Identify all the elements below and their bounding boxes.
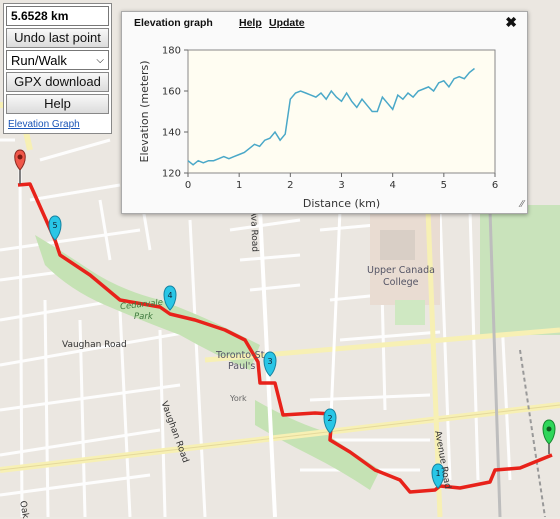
map-label-upper-canada: Upper Canada [367, 265, 435, 276]
marker-5[interactable]: 5 [48, 215, 62, 241]
y-tick-label-3: 180 [162, 46, 181, 57]
undo-last-point-button[interactable]: Undo last point [6, 28, 109, 48]
elevation-window-titlebar[interactable]: Elevation graph Help Update ✖ [122, 12, 527, 32]
x-tick-label-3: 3 [338, 180, 344, 191]
mode-select[interactable]: Run/Walk ⌵ [6, 50, 109, 70]
map-label-york: York [230, 394, 247, 403]
marker-1[interactable]: 1 [431, 463, 445, 489]
marker-2[interactable]: 2 [323, 408, 337, 434]
distance-readout: 5.6528 km [6, 6, 109, 26]
y-tick-label-0: 120 [162, 169, 181, 180]
x-tick-label-5: 5 [441, 180, 447, 191]
elevation-graph-link[interactable]: Elevation Graph [8, 119, 80, 130]
close-icon[interactable]: ✖ [505, 14, 517, 30]
x-tick-label-0: 0 [185, 180, 191, 191]
marker-4-label: 4 [167, 291, 172, 300]
elevation-window-title: Elevation graph [134, 17, 213, 29]
y-axis-label: Elevation (meters) [138, 61, 151, 163]
x-tick-label-1: 1 [236, 180, 242, 191]
marker-2-label: 2 [327, 414, 332, 423]
marker-start[interactable] [14, 149, 26, 184]
y-tick-label-2: 160 [162, 87, 181, 98]
marker-1-label: 1 [435, 469, 440, 478]
mode-select-value: Run/Walk [11, 52, 67, 68]
marker-5-label: 5 [52, 221, 57, 230]
map-label-vaughan-road: Vaughan Road [62, 340, 127, 350]
route-line [17, 182, 553, 494]
elevation-series-line [187, 67, 475, 166]
y-tick-label-1: 140 [162, 128, 181, 139]
gpx-download-button[interactable]: GPX download [6, 72, 109, 92]
map-label-park: Park [134, 312, 153, 322]
marker-3-label: 3 [267, 357, 272, 366]
x-tick-label-6: 6 [492, 180, 498, 191]
elevation-graph-window: Elevation graph Help Update ✖ 0 1 2 3 4 5 6 120… [121, 11, 528, 214]
map-label-ava-road: Ava Road [248, 210, 260, 253]
map-label-toronto: Toronto-St [216, 350, 265, 361]
marker-4[interactable]: 4 [163, 285, 177, 311]
chevron-down-icon: ⌵ [96, 54, 104, 66]
route-control-panel: 5.6528 km Undo last point Run/Walk ⌵ GPX… [3, 3, 112, 134]
x-axis-label: Distance (km) [303, 197, 380, 210]
elevation-update-link[interactable]: Update [269, 17, 305, 29]
marker-3[interactable]: 3 [263, 351, 277, 377]
x-tick-label-2: 2 [287, 180, 293, 191]
plot-area [187, 49, 496, 174]
x-tick-label-4: 4 [389, 180, 395, 191]
map-label-college: College [383, 277, 419, 288]
map-label-pauls: Paul's [228, 361, 256, 372]
resize-grip-icon[interactable]: ∕∕ [520, 199, 524, 210]
elevation-chart: 0 1 2 3 4 5 6 120 140 160 180 Distance (km) Elevatio… [138, 46, 498, 211]
help-button[interactable]: Help [6, 94, 109, 114]
elevation-help-link[interactable]: Help [239, 17, 262, 29]
marker-end[interactable] [542, 419, 556, 454]
